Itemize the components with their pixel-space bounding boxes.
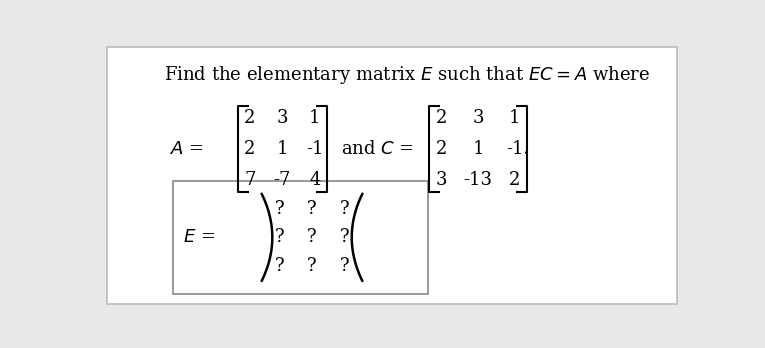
Text: 2: 2	[244, 140, 256, 158]
Text: 2: 2	[509, 171, 520, 189]
Text: ?: ?	[308, 228, 317, 246]
Text: 2: 2	[435, 140, 447, 158]
Text: 2: 2	[244, 109, 256, 127]
Text: 7: 7	[244, 171, 256, 189]
Text: and $\mathit{C}$ =: and $\mathit{C}$ =	[340, 140, 414, 158]
Text: 1: 1	[472, 140, 483, 158]
Text: -1: -1	[306, 140, 324, 158]
Text: 1: 1	[509, 109, 520, 127]
Text: ?: ?	[275, 256, 285, 275]
Text: ?: ?	[275, 200, 285, 218]
Text: $\mathit{A}$ =: $\mathit{A}$ =	[171, 140, 204, 158]
Text: ?: ?	[308, 200, 317, 218]
Text: .: .	[523, 140, 530, 158]
Text: ?: ?	[340, 256, 350, 275]
Text: 1: 1	[309, 109, 321, 127]
Text: -1: -1	[506, 140, 523, 158]
FancyBboxPatch shape	[173, 181, 428, 294]
Text: 3: 3	[472, 109, 483, 127]
Text: $\mathit{E}$ =: $\mathit{E}$ =	[184, 228, 216, 246]
FancyBboxPatch shape	[107, 47, 676, 304]
Text: ?: ?	[275, 228, 285, 246]
Text: ?: ?	[340, 200, 350, 218]
Text: Find the elementary matrix $\mathit{E}$ such that $\mathit{EC} = \mathit{A}$ whe: Find the elementary matrix $\mathit{E}$ …	[164, 64, 650, 86]
Text: 3: 3	[435, 171, 447, 189]
Text: ?: ?	[308, 256, 317, 275]
Text: 2: 2	[435, 109, 447, 127]
Text: 1: 1	[277, 140, 288, 158]
Text: -13: -13	[464, 171, 493, 189]
Text: -7: -7	[274, 171, 291, 189]
Text: ?: ?	[340, 228, 350, 246]
Text: 4: 4	[309, 171, 321, 189]
Text: 3: 3	[277, 109, 288, 127]
